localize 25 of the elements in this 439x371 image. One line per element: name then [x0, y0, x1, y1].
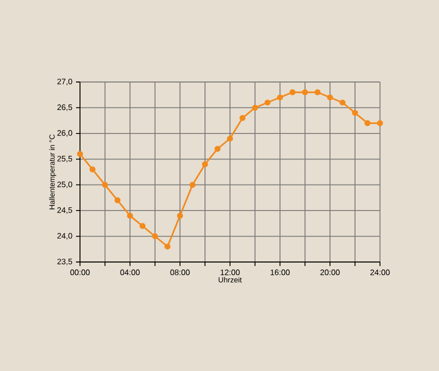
point — [140, 223, 146, 229]
point — [164, 244, 170, 250]
point — [277, 94, 283, 100]
point — [252, 104, 258, 111]
point — [377, 120, 383, 126]
point — [102, 182, 108, 188]
point — [77, 151, 83, 157]
point — [177, 212, 183, 219]
point — [364, 120, 370, 126]
point — [290, 89, 296, 96]
point — [264, 100, 270, 106]
point — [114, 197, 120, 204]
point — [227, 136, 233, 142]
point — [214, 146, 220, 152]
point — [327, 94, 333, 100]
point — [90, 166, 96, 172]
point — [314, 89, 320, 96]
point — [240, 115, 246, 121]
point — [190, 182, 196, 188]
point — [340, 100, 346, 106]
point — [302, 89, 308, 96]
point — [202, 161, 208, 168]
point — [352, 110, 358, 116]
point — [152, 233, 158, 240]
point — [127, 212, 133, 219]
